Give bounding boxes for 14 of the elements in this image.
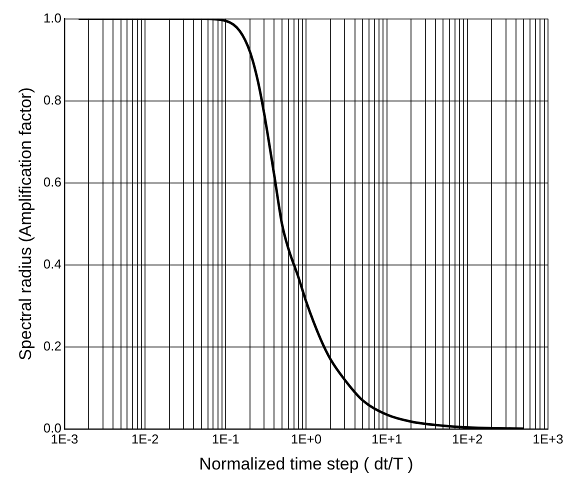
y-tick-label: 0.4	[43, 256, 62, 272]
x-tick-label: 1E+2	[452, 431, 483, 446]
x-axis-title: Normalized time step ( dt/T )	[199, 454, 414, 474]
y-tick-label: 0.6	[43, 174, 62, 190]
y-axis-title: Spectral radius (Amplification factor)	[16, 87, 35, 360]
y-tick-label: 1.0	[43, 10, 62, 26]
y-tick-label: 0.2	[43, 338, 62, 354]
x-tick-label: 1E+0	[290, 431, 322, 446]
y-tick-label: 0.0	[43, 420, 62, 436]
y-tick-label: 0.8	[43, 92, 62, 108]
x-tick-label: 1E+3	[532, 431, 564, 446]
x-tick-label: 1E-1	[212, 431, 240, 446]
x-tick-label: 1E+1	[371, 431, 402, 446]
x-tick-label: 1E-2	[131, 431, 159, 446]
